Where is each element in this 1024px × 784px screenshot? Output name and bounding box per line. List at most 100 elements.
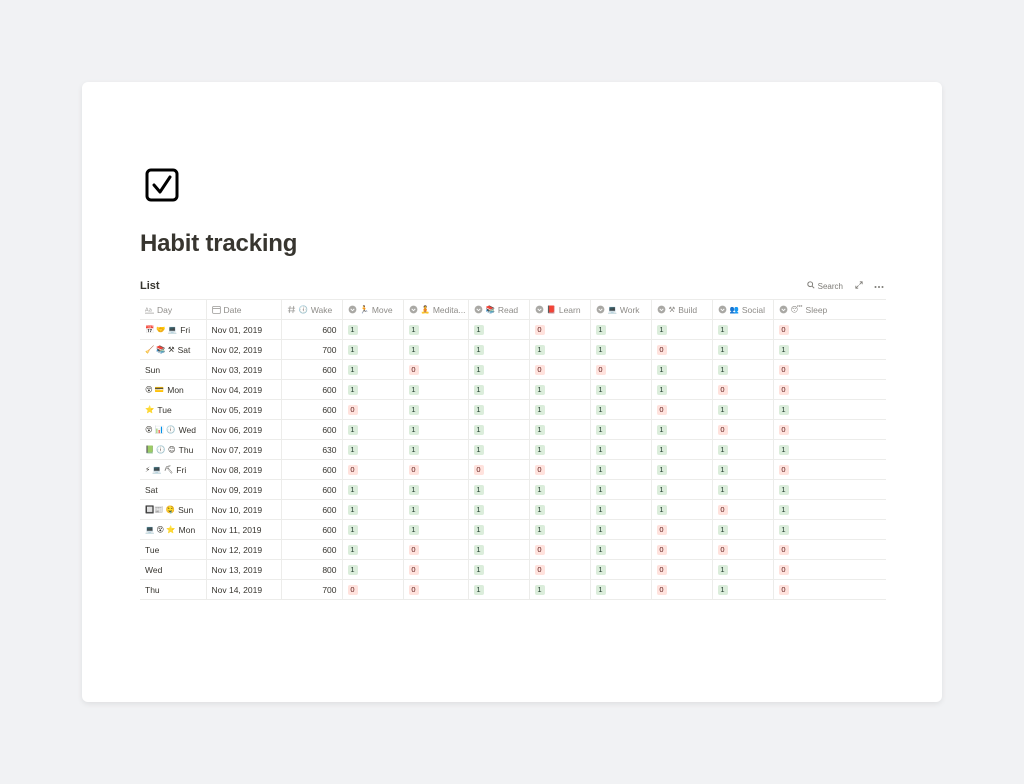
habit-cell-social[interactable]: 0 xyxy=(712,539,774,560)
habit-cell-read[interactable]: 1 xyxy=(468,559,530,580)
habit-cell-read[interactable]: 1 xyxy=(468,479,530,500)
habit-cell-learn[interactable]: 1 xyxy=(529,399,591,420)
habit-cell-build[interactable]: 0 xyxy=(651,579,713,600)
habit-cell-sleep[interactable]: 1 xyxy=(773,519,886,540)
column-header-learn[interactable]: 📕 Learn xyxy=(529,299,591,320)
habit-cell-learn[interactable]: 1 xyxy=(529,339,591,360)
habit-cell-work[interactable]: 1 xyxy=(590,499,652,520)
habit-cell-meditate[interactable]: 0 xyxy=(403,459,469,480)
habit-cell-sleep[interactable]: 1 xyxy=(773,439,886,460)
habit-cell-move[interactable]: 1 xyxy=(342,439,404,460)
habit-cell-read[interactable]: 1 xyxy=(468,519,530,540)
table-row[interactable]: 📗 🕕 😊 Thu Nov 07, 2019 630 1 1 1 1 1 1 1 1 xyxy=(140,439,886,460)
column-header-sleep[interactable]: 😴 Sleep xyxy=(773,299,886,320)
table-row[interactable]: 😵 💳 Mon Nov 04, 2019 600 1 1 1 1 1 1 0 0 xyxy=(140,379,886,400)
table-row[interactable]: 📅 🤝 💻 Fri Nov 01, 2019 600 1 1 1 0 1 1 1 0 xyxy=(140,319,886,340)
table-row[interactable]: Thu Nov 14, 2019 700 0 0 1 1 1 0 1 0 xyxy=(140,579,886,600)
habit-cell-move[interactable]: 0 xyxy=(342,399,404,420)
column-header-day[interactable]: Aa Day xyxy=(140,299,207,320)
wake-cell[interactable]: 800 xyxy=(281,559,343,580)
habit-cell-work[interactable]: 1 xyxy=(590,479,652,500)
day-cell[interactable]: Sun xyxy=(140,359,207,380)
wake-cell[interactable]: 630 xyxy=(281,439,343,460)
date-cell[interactable]: Nov 05, 2019 xyxy=(206,399,282,420)
column-header-social[interactable]: 👥 Social xyxy=(712,299,774,320)
habit-cell-meditate[interactable]: 1 xyxy=(403,399,469,420)
habit-cell-build[interactable]: 0 xyxy=(651,399,713,420)
habit-cell-move[interactable]: 0 xyxy=(342,579,404,600)
date-cell[interactable]: Nov 14, 2019 xyxy=(206,579,282,600)
habit-cell-move[interactable]: 1 xyxy=(342,539,404,560)
date-cell[interactable]: Nov 13, 2019 xyxy=(206,559,282,580)
habit-cell-work[interactable]: 1 xyxy=(590,519,652,540)
habit-cell-learn[interactable]: 1 xyxy=(529,379,591,400)
habit-cell-read[interactable]: 1 xyxy=(468,379,530,400)
habit-cell-learn[interactable]: 1 xyxy=(529,579,591,600)
habit-cell-sleep[interactable]: 0 xyxy=(773,319,886,340)
habit-cell-meditate[interactable]: 1 xyxy=(403,499,469,520)
habit-cell-learn[interactable]: 1 xyxy=(529,439,591,460)
habit-cell-build[interactable]: 1 xyxy=(651,359,713,380)
habit-cell-meditate[interactable]: 0 xyxy=(403,539,469,560)
habit-cell-work[interactable]: 1 xyxy=(590,459,652,480)
habit-cell-learn[interactable]: 0 xyxy=(529,359,591,380)
habit-cell-move[interactable]: 1 xyxy=(342,359,404,380)
habit-cell-build[interactable]: 1 xyxy=(651,379,713,400)
habit-cell-build[interactable]: 1 xyxy=(651,499,713,520)
habit-cell-move[interactable]: 1 xyxy=(342,479,404,500)
habit-cell-meditate[interactable]: 1 xyxy=(403,339,469,360)
habit-cell-social[interactable]: 1 xyxy=(712,559,774,580)
view-title[interactable]: List xyxy=(140,280,160,292)
habit-cell-read[interactable]: 1 xyxy=(468,539,530,560)
habit-cell-learn[interactable]: 1 xyxy=(529,499,591,520)
habit-cell-build[interactable]: 1 xyxy=(651,459,713,480)
day-cell[interactable]: 🧹 📚 ⚒ Sat xyxy=(140,339,207,360)
habit-cell-sleep[interactable]: 0 xyxy=(773,579,886,600)
wake-cell[interactable]: 600 xyxy=(281,359,343,380)
habit-cell-read[interactable]: 0 xyxy=(468,459,530,480)
column-header-meditate[interactable]: 🧘 Medita... xyxy=(403,299,469,320)
habit-cell-meditate[interactable]: 1 xyxy=(403,319,469,340)
day-cell[interactable]: ⭐ Tue xyxy=(140,399,207,420)
habit-cell-move[interactable]: 1 xyxy=(342,339,404,360)
column-header-wake[interactable]: 🕕 Wake xyxy=(281,299,343,320)
habit-cell-meditate[interactable]: 0 xyxy=(403,559,469,580)
habit-cell-work[interactable]: 1 xyxy=(590,579,652,600)
habit-cell-sleep[interactable]: 0 xyxy=(773,379,886,400)
wake-cell[interactable]: 600 xyxy=(281,479,343,500)
day-cell[interactable]: Wed xyxy=(140,559,207,580)
table-row[interactable]: Wed Nov 13, 2019 800 1 0 1 0 1 0 1 0 xyxy=(140,559,886,580)
day-cell[interactable]: 😵 💳 Mon xyxy=(140,379,207,400)
day-cell[interactable]: 💻 😵 ⭐ Mon xyxy=(140,519,207,540)
habit-cell-move[interactable]: 1 xyxy=(342,319,404,340)
date-cell[interactable]: Nov 08, 2019 xyxy=(206,459,282,480)
day-cell[interactable]: 😵 📊 🕕 Wed xyxy=(140,419,207,440)
habit-cell-read[interactable]: 1 xyxy=(468,359,530,380)
wake-cell[interactable]: 600 xyxy=(281,399,343,420)
habit-cell-meditate[interactable]: 1 xyxy=(403,519,469,540)
habit-cell-read[interactable]: 1 xyxy=(468,439,530,460)
date-cell[interactable]: Nov 11, 2019 xyxy=(206,519,282,540)
habit-cell-sleep[interactable]: 0 xyxy=(773,539,886,560)
day-cell[interactable]: Thu xyxy=(140,579,207,600)
habit-cell-read[interactable]: 1 xyxy=(468,399,530,420)
habit-cell-meditate[interactable]: 1 xyxy=(403,379,469,400)
habit-cell-work[interactable]: 1 xyxy=(590,539,652,560)
table-row[interactable]: ⚡ 💻 ⛏ Fri Nov 08, 2019 600 0 0 0 0 1 1 1 0 xyxy=(140,459,886,480)
day-cell[interactable]: 📗 🕕 😊 Thu xyxy=(140,439,207,460)
habit-cell-work[interactable]: 1 xyxy=(590,319,652,340)
table-row[interactable]: Tue Nov 12, 2019 600 1 0 1 0 1 0 0 0 xyxy=(140,539,886,560)
day-cell[interactable]: Tue xyxy=(140,539,207,560)
table-row[interactable]: Sun Nov 03, 2019 600 1 0 1 0 0 1 1 0 xyxy=(140,359,886,380)
habit-cell-build[interactable]: 0 xyxy=(651,339,713,360)
day-cell[interactable]: ⚡ 💻 ⛏ Fri xyxy=(140,459,207,480)
date-cell[interactable]: Nov 10, 2019 xyxy=(206,499,282,520)
habit-cell-work[interactable]: 1 xyxy=(590,419,652,440)
table-row[interactable]: ⭐ Tue Nov 05, 2019 600 0 1 1 1 1 0 1 1 xyxy=(140,399,886,420)
habit-cell-work[interactable]: 1 xyxy=(590,379,652,400)
date-cell[interactable]: Nov 06, 2019 xyxy=(206,419,282,440)
habit-cell-read[interactable]: 1 xyxy=(468,339,530,360)
habit-cell-learn[interactable]: 0 xyxy=(529,559,591,580)
habit-cell-meditate[interactable]: 1 xyxy=(403,419,469,440)
wake-cell[interactable]: 600 xyxy=(281,379,343,400)
